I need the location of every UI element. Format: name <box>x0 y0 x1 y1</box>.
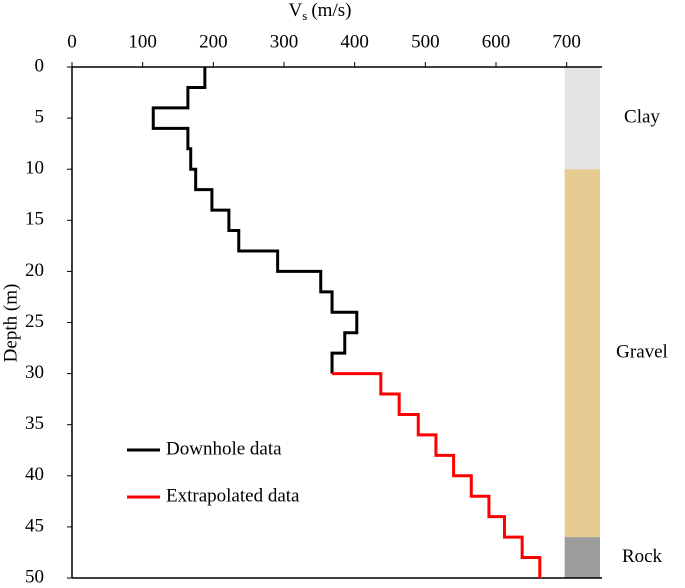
x-label-unit: (m/s) <box>311 0 351 21</box>
x-tick-label: 100 <box>128 31 157 52</box>
x-axis-label: Vs (m/s) <box>289 0 352 23</box>
y-tick-label: 30 <box>25 362 44 383</box>
x-tick-label: 600 <box>482 31 511 52</box>
y-tick-label: 0 <box>35 55 45 76</box>
x-tick-label: 0 <box>67 31 77 52</box>
layer-label: Rock <box>622 546 663 567</box>
y-axis-label: Depth (m) <box>0 284 21 363</box>
layer-label: Gravel <box>616 342 668 363</box>
y-tick-label: 5 <box>35 106 45 127</box>
y-tick-label: 35 <box>25 413 44 434</box>
y-tick-label: 25 <box>25 311 44 332</box>
x-tick-label: 500 <box>411 31 440 52</box>
data-line <box>151 67 359 374</box>
layer-label: Clay <box>624 106 660 127</box>
y-tick-label: 20 <box>25 260 44 281</box>
x-tick-label: 200 <box>199 31 228 52</box>
y-tick-label: 40 <box>25 464 44 485</box>
legend-label: Extrapolated data <box>166 485 300 506</box>
x-tick-label: 400 <box>340 31 369 52</box>
y-tick-label: 50 <box>25 566 44 587</box>
y-tick-label: 45 <box>25 515 44 536</box>
x-tick-label: 300 <box>270 31 299 52</box>
soil-layer <box>564 67 600 170</box>
x-label-symbol: V <box>289 0 303 21</box>
soil-layer <box>564 169 600 538</box>
y-tick-label: 15 <box>25 209 44 230</box>
y-tick-label: 10 <box>25 158 44 179</box>
x-label-subscript: s <box>302 8 307 23</box>
data-line <box>332 372 542 578</box>
soil-layer <box>564 537 600 578</box>
legend-label: Downhole data <box>166 438 282 459</box>
x-tick-label: 700 <box>552 31 581 52</box>
